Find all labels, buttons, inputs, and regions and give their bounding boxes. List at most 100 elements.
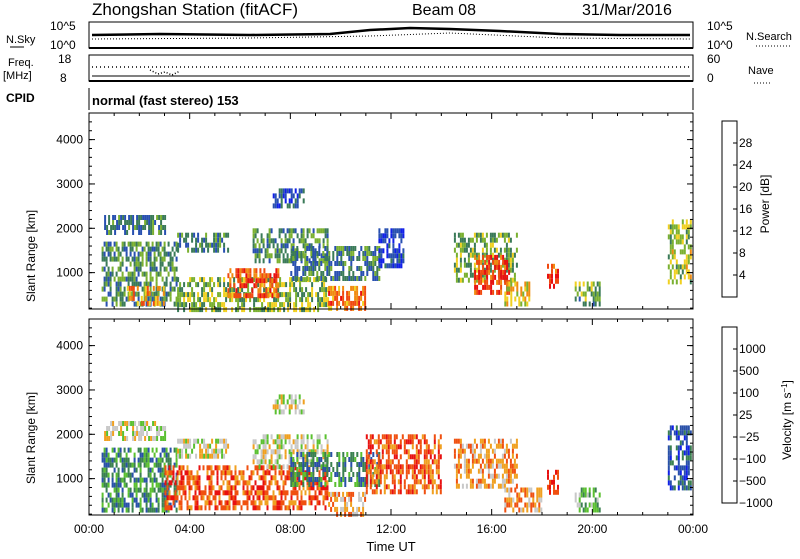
heatmap-cell [346,452,349,457]
heatmap-cell [198,480,201,486]
heatmap-cell [294,256,297,261]
heatmap-cell [479,483,482,489]
heatmap-cell [267,277,270,283]
heatmap-cell [133,271,136,277]
heatmap-cell [112,215,115,220]
heatmap-cell [300,470,303,476]
date-label: 31/Mar/2016 [582,2,672,19]
heatmap-cell [217,237,220,243]
heatmap-cell [352,491,355,497]
heatmap-cell [196,485,199,491]
heatmap-cell [487,438,490,444]
heatmap-cell [687,259,690,265]
heatmap-cell [281,292,284,298]
heatmap-cell [491,473,494,479]
heatmap-cell [253,307,256,313]
heatmap-cell [274,459,277,465]
heatmap-cell [308,246,311,251]
heatmap-cell [471,453,474,459]
heatmap-cell [145,241,148,247]
heatmap-cell [230,475,233,481]
heatmap-cell [328,305,331,311]
heatmap-cell [286,434,289,440]
heatmap-cell [354,246,357,251]
heatmap-cell [121,502,124,508]
heatmap-cell [411,474,414,480]
heatmap-cell [667,470,670,476]
heatmap-cell [101,296,104,302]
heatmap-cell [211,242,214,248]
heatmap-cell [407,439,410,445]
heatmap-cell [514,296,517,302]
heatmap-cell [225,307,228,313]
heatmap-cell [332,295,335,301]
heatmap-cell [151,447,154,453]
heatmap-cell [144,436,147,441]
heatmap-cell [677,269,680,275]
heatmap-cell [322,462,325,467]
heatmap-cell [479,468,482,474]
heatmap-cell [683,224,686,230]
heatmap-cell [145,271,148,277]
heatmap-cell [374,246,377,251]
heatmap-cell [415,489,418,495]
heatmap-cell [433,444,436,450]
heatmap-cell [184,485,187,491]
heatmap-cell [229,283,232,289]
heatmap-cell [320,261,323,266]
heatmap-cell [302,251,305,256]
heatmap-cell [489,483,492,489]
heatmap-cell [463,453,466,459]
heatmap-cell [165,447,168,453]
heatmap-cell [483,252,486,258]
heatmap-cell [115,281,118,287]
heatmap-cell [526,301,529,307]
heatmap-cell [594,286,597,292]
heatmap-cell [175,301,178,307]
heatmap-cell [228,495,231,501]
heatmap-cell [278,505,281,511]
heatmap-cell [131,256,134,262]
heatmap-cell [205,443,208,449]
heatmap-cell [152,230,155,235]
heatmap-cell [235,273,238,279]
heatmap-cell [366,246,369,251]
heatmap-cell [360,276,363,281]
heatmap-cell [598,507,601,513]
heatmap-cell [155,447,158,453]
heatmap-cell [463,468,466,474]
heatmap-cell [256,248,259,254]
heatmap-cell [469,483,472,489]
heatmap-cell [149,271,152,277]
heatmap-cell [364,276,367,281]
heatmap-cell [378,263,381,269]
heatmap-cell [159,251,162,257]
heatmap-cell [147,507,150,513]
heatmap-cell [252,459,255,465]
heatmap-cell [310,500,313,506]
heatmap-cell [139,301,142,307]
heatmap-cell [201,307,204,313]
heatmap-cell [161,477,164,483]
heatmap-cell [264,495,267,501]
heatmap-cell [168,480,171,486]
heatmap-cell [165,482,168,488]
heatmap-cell [362,251,365,256]
heatmap-cell [153,291,156,297]
heatmap-cell [179,302,182,308]
heatmap-cell [471,448,474,454]
heatmap-cell [302,500,305,506]
heatmap-cell [685,234,688,240]
heatmap-cell [214,465,217,471]
heatmap-cell [181,453,184,459]
heatmap-cell [312,233,315,239]
heatmap-cell [189,438,192,444]
heatmap-cell [399,469,402,475]
heatmap-cell [411,439,414,445]
heatmap-cell [356,256,359,261]
heatmap-cell [145,447,148,453]
heatmap-cell [147,256,150,262]
heatmap-cell [346,501,349,507]
heatmap-cell [129,276,132,282]
heatmap-cell [388,263,391,269]
